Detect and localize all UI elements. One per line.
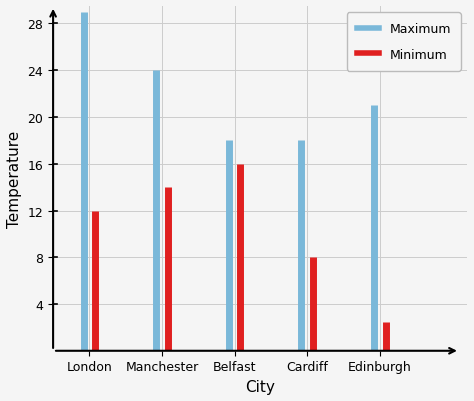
Legend: Maximum, Minimum: Maximum, Minimum: [347, 13, 461, 71]
Y-axis label: Temperature: Temperature: [7, 130, 22, 227]
X-axis label: City: City: [245, 379, 275, 394]
